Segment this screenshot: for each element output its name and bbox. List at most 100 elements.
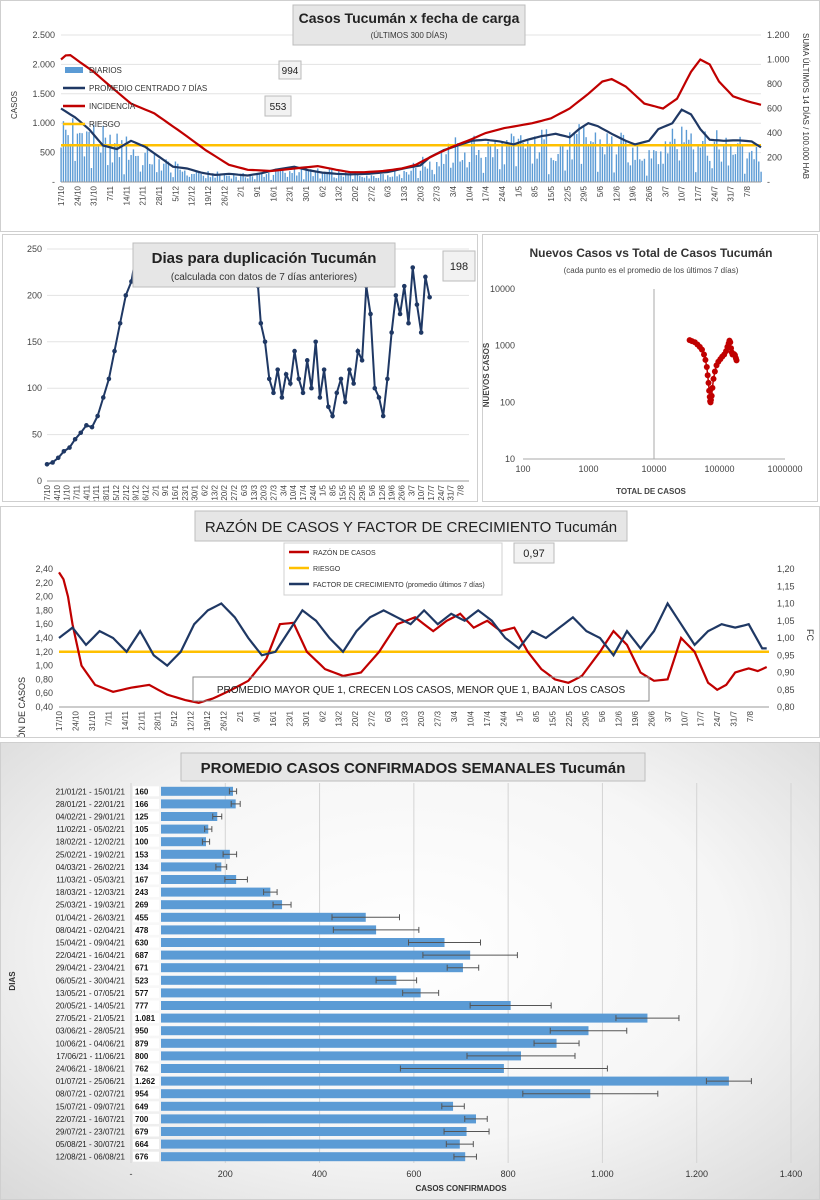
daily-bar	[646, 175, 648, 182]
callout-value: 994	[282, 66, 299, 77]
value-label: 777	[135, 1002, 149, 1011]
y-tick-label: 2,40	[35, 564, 53, 574]
value-label-bg	[133, 836, 159, 847]
daily-bar	[538, 152, 541, 182]
daily-bar	[249, 175, 251, 182]
daily-bar	[529, 143, 531, 182]
daily-bar	[314, 170, 317, 182]
daily-bar	[149, 163, 151, 182]
value-label: 523	[135, 976, 149, 985]
daily-bar	[347, 173, 349, 182]
callout-box	[513, 542, 555, 564]
scatter-point	[698, 346, 705, 353]
daily-bar	[345, 170, 347, 182]
category-label: 12/08/21 - 06/08/21	[56, 1153, 126, 1162]
x-tick-label: -	[130, 1169, 133, 1179]
daily-bar	[179, 169, 181, 182]
y2-tick-label: 800	[767, 79, 782, 89]
x-tick-label: 21/11	[137, 710, 146, 730]
y-tick-label: 0,60	[35, 688, 53, 698]
daily-bar	[601, 147, 604, 182]
x-tick-label: 28/11	[154, 710, 163, 730]
daily-bar	[163, 163, 165, 182]
weekly-bar	[161, 975, 397, 985]
legend-label: RAZÓN DE CASOS	[313, 548, 376, 557]
daily-bar	[517, 138, 520, 182]
y-tick-label: -	[52, 177, 55, 187]
value-label-bg	[133, 987, 159, 998]
daily-bar	[268, 172, 270, 182]
weekly-bar	[161, 812, 218, 821]
daily-bar	[228, 175, 230, 182]
value-label: 671	[135, 964, 149, 973]
x-tick-label: 6/3	[240, 484, 249, 496]
y-tick-label: 2,20	[35, 578, 53, 588]
category-label: 08/07/21 - 02/07/21	[56, 1090, 126, 1099]
daily-bar	[464, 152, 466, 182]
value-label: 100	[135, 838, 149, 847]
daily-bar	[132, 149, 135, 182]
daily-bar	[125, 136, 128, 182]
x-tick-label: 100000	[704, 464, 734, 474]
y-tick-label: 10	[505, 454, 515, 464]
x-tick-label: 8/5	[329, 484, 338, 496]
daily-bar	[622, 134, 625, 182]
y2-tick-label: 0,80	[777, 702, 795, 712]
x-tick-label: 28/11	[102, 484, 111, 502]
daily-bar	[499, 169, 501, 182]
x-tick-label: 29/5	[582, 710, 591, 726]
daily-bar	[109, 134, 111, 182]
daily-bar	[181, 171, 184, 182]
daily-bar	[156, 172, 158, 182]
y-tick-label: 0,40	[35, 702, 53, 712]
weekly-bar	[161, 849, 230, 859]
doubling-point	[67, 445, 72, 450]
x-tick-label: 1000	[578, 464, 598, 474]
y-tick-label: 100	[27, 383, 42, 393]
daily-bar	[760, 171, 762, 182]
daily-bar	[88, 131, 90, 182]
daily-bar	[333, 177, 335, 182]
daily-bar	[541, 129, 543, 182]
doubling-point	[283, 371, 289, 377]
daily-bar	[569, 132, 571, 182]
daily-bar	[137, 155, 139, 182]
doubling-point	[292, 348, 297, 354]
daily-bar	[450, 167, 452, 182]
value-label: 954	[135, 1090, 149, 1099]
daily-bar	[720, 161, 723, 182]
weekly-bar	[161, 887, 271, 897]
y-tick-label: 1,80	[35, 605, 53, 615]
x-tick-label: 27/2	[230, 484, 239, 500]
legend-label: RIESGO	[89, 120, 120, 129]
annotation-box	[192, 676, 650, 702]
doubling-point	[304, 358, 310, 363]
daily-bar	[671, 128, 674, 182]
annotation-text: PROMEDIO MAYOR QUE 1, CRECEN LOS CASOS, …	[217, 685, 626, 696]
x-tick-label: 15/5	[549, 710, 558, 726]
x-tick-label: 14/11	[121, 710, 130, 730]
daily-bar	[349, 172, 352, 182]
daily-bar	[167, 161, 170, 182]
doubling-point	[72, 436, 78, 442]
x-tick-label: 20/3	[417, 710, 426, 726]
scatter-point	[702, 356, 709, 363]
daily-bar	[251, 176, 254, 182]
x-tick-label: 200	[218, 1169, 233, 1179]
x-tick-label: 3/7	[661, 185, 670, 197]
doubling-point	[423, 274, 428, 280]
daily-bar	[100, 152, 102, 182]
weekly-bar	[161, 786, 233, 796]
chart-title: Nuevos Casos vs Total de Casos Tucumán	[530, 246, 773, 260]
daily-bar	[191, 173, 193, 182]
value-label-bg	[133, 1076, 159, 1087]
daily-bar	[503, 164, 506, 182]
x-tick-label: 24/4	[499, 710, 508, 726]
callout-value: 0,97	[523, 548, 544, 560]
daily-bar	[433, 174, 436, 182]
daily-bar	[300, 166, 303, 182]
category-label: 13/05/21 - 07/05/21	[56, 989, 126, 998]
scatter-point	[701, 351, 708, 358]
daily-bar	[576, 133, 578, 182]
daily-bar	[361, 176, 363, 182]
